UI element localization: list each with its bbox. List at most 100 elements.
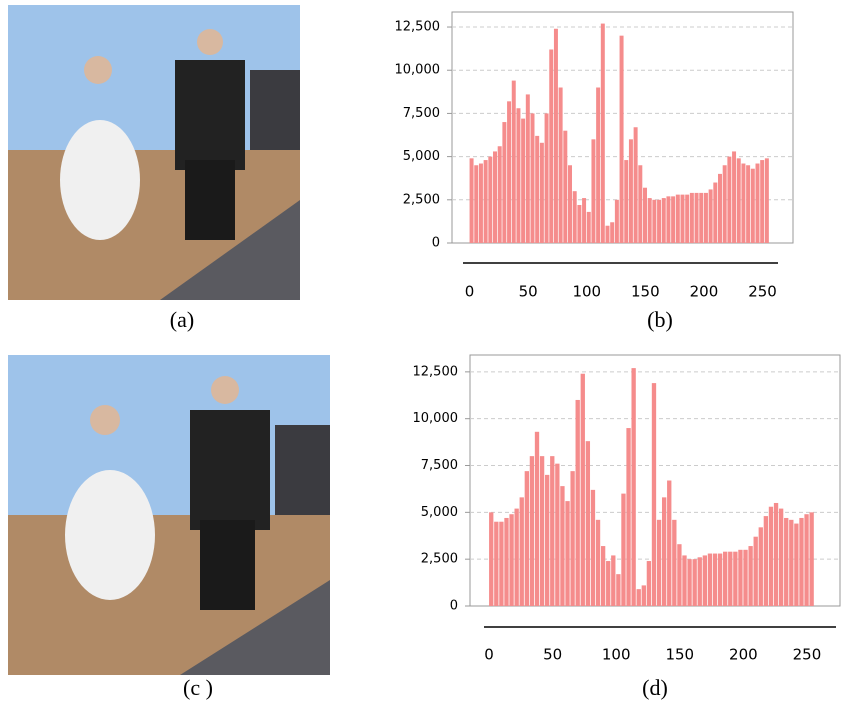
bar xyxy=(713,554,717,606)
bar xyxy=(671,196,675,243)
bar xyxy=(606,226,610,243)
bar xyxy=(615,200,619,243)
bar xyxy=(634,127,638,243)
figure: (a) (b) (c ) (d) 02,5005,0007,50010,0001… xyxy=(0,0,841,708)
bar xyxy=(570,471,574,606)
bar xyxy=(616,574,620,606)
bar xyxy=(582,198,586,243)
caption: (d) xyxy=(642,675,668,700)
bar xyxy=(606,561,610,606)
caption: (c ) xyxy=(183,675,213,700)
bar xyxy=(540,456,544,606)
bar xyxy=(676,195,680,243)
bar xyxy=(521,119,525,243)
bar xyxy=(794,524,798,606)
bar xyxy=(713,183,717,243)
bar xyxy=(568,165,572,243)
x-tick-label: 0 xyxy=(465,283,475,301)
bar xyxy=(555,464,559,606)
bar xyxy=(681,195,685,243)
bar xyxy=(789,520,793,606)
bar xyxy=(687,559,691,606)
bar xyxy=(723,552,727,606)
bar xyxy=(577,205,581,243)
bar xyxy=(499,522,503,606)
y-tick-label: 7,500 xyxy=(403,106,440,121)
bar xyxy=(535,432,539,606)
y-tick-label: 5,000 xyxy=(403,149,440,164)
bar xyxy=(728,552,732,606)
bar xyxy=(596,88,600,243)
x-tick-label: 100 xyxy=(602,646,631,664)
bar xyxy=(545,475,549,606)
y-tick-label: 12,500 xyxy=(413,364,459,379)
bar xyxy=(530,456,534,606)
bar xyxy=(733,552,737,606)
bar xyxy=(760,160,764,243)
bar xyxy=(642,585,646,606)
x-tick-label: 200 xyxy=(729,646,758,664)
bar xyxy=(643,188,647,243)
x-tick-label: 50 xyxy=(519,283,538,301)
bar xyxy=(581,374,585,606)
bar xyxy=(520,497,524,606)
caption: (a) xyxy=(170,307,194,332)
bar xyxy=(737,158,741,243)
bar xyxy=(657,520,661,606)
bar xyxy=(690,193,694,243)
bar xyxy=(620,36,624,243)
bar xyxy=(610,222,614,243)
bar xyxy=(703,555,707,606)
bar xyxy=(727,157,731,243)
bar xyxy=(494,522,498,606)
bar xyxy=(693,559,697,606)
bar xyxy=(488,157,492,243)
bar xyxy=(765,158,769,243)
bar xyxy=(708,554,712,606)
bar xyxy=(507,101,511,243)
bar xyxy=(470,158,474,243)
bar xyxy=(591,490,595,606)
bar xyxy=(699,193,703,243)
bar xyxy=(540,143,544,243)
y-tick-label: 12,500 xyxy=(395,20,441,35)
y-tick-label: 2,500 xyxy=(421,552,458,567)
x-tick-label: 150 xyxy=(665,646,694,664)
y-tick-label: 2,500 xyxy=(403,192,440,207)
bar xyxy=(741,164,745,243)
bar xyxy=(779,509,783,606)
x-tick-label: 150 xyxy=(631,283,660,301)
bar xyxy=(743,550,747,606)
x-tick-label: 200 xyxy=(690,283,719,301)
x-tick-label: 50 xyxy=(543,646,562,664)
bar xyxy=(498,146,502,243)
bar xyxy=(662,198,666,243)
bar xyxy=(559,88,563,243)
bar xyxy=(525,471,529,606)
bar xyxy=(624,160,628,243)
bar xyxy=(531,113,535,243)
x-tick-label: 100 xyxy=(572,283,601,301)
bar xyxy=(799,518,803,606)
y-tick-label: 7,500 xyxy=(421,458,458,473)
photo xyxy=(8,355,330,675)
y-tick-label: 10,000 xyxy=(413,411,459,426)
bar xyxy=(652,200,656,243)
bar xyxy=(759,527,763,606)
bar xyxy=(723,165,727,243)
bar xyxy=(774,503,778,606)
bar xyxy=(591,139,595,243)
bar xyxy=(662,497,666,606)
bar xyxy=(672,520,676,606)
bar xyxy=(484,160,488,243)
bar xyxy=(565,501,569,606)
bar xyxy=(621,494,625,606)
bar xyxy=(586,441,590,606)
bar xyxy=(545,113,549,243)
y-tick-label: 0 xyxy=(450,599,458,614)
bar xyxy=(695,193,699,243)
x-tick-label: 250 xyxy=(748,283,777,301)
bar xyxy=(667,481,671,607)
bar xyxy=(560,486,564,606)
bar xyxy=(647,561,651,606)
